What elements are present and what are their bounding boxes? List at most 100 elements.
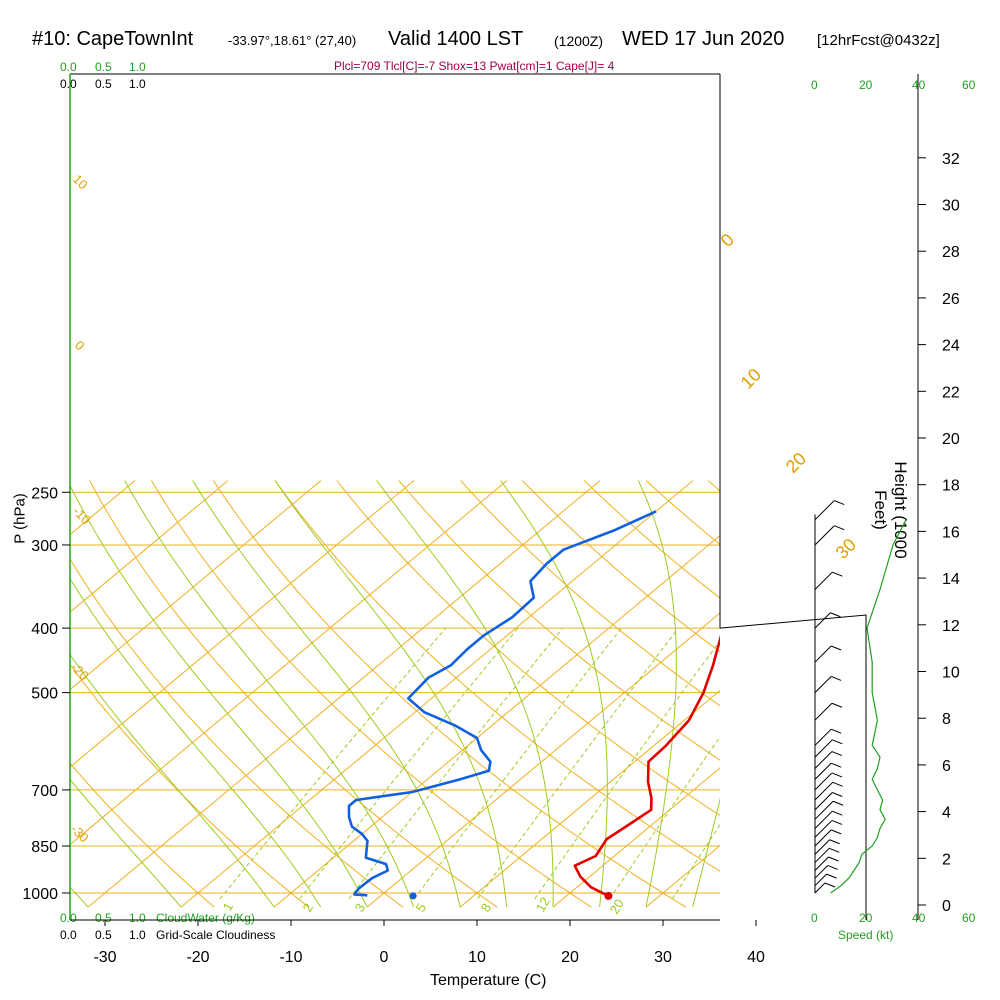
moist-adiabat-line (376, 480, 554, 908)
height-tick-label: 6 (942, 758, 951, 775)
mixing-ratio-line (348, 627, 563, 900)
mixing-ratio-line (477, 627, 679, 899)
top-speed-3: 60 (962, 78, 976, 92)
bottom-green-scale: 0.0 0.5 1.0 CloudWater (g/Kg) (60, 911, 320, 925)
isotherm-label: -30 (68, 822, 92, 846)
top-speed-0: 0 (811, 78, 818, 92)
dry-adiabat-line (770, 481, 1000, 908)
top-black-1: 0.5 (95, 77, 112, 91)
pressure-tick-label: 700 (31, 783, 58, 800)
zulu-time: (1200Z) (554, 33, 604, 49)
wind-barb-flag (829, 839, 840, 845)
wind-barb (814, 865, 829, 879)
isotherm-label: 30 (832, 535, 860, 563)
forecast-info: [12hrFcst@0432z] (817, 32, 940, 49)
pressure-tick-label: 850 (31, 839, 58, 856)
isotherm-line (273, 534, 720, 908)
mixing-ratio-line (413, 627, 622, 900)
top-speed-1: 20 (859, 78, 873, 92)
station-title: #10: CapeTownInt (32, 28, 194, 50)
height-tick-label: 14 (942, 571, 960, 588)
dry-adiabat-line (70, 558, 404, 908)
dry-adiabat-line (460, 480, 720, 707)
moist-adiabat-line (274, 480, 508, 908)
mixing-ratio-line (534, 640, 720, 899)
dewpoint-profile-line (347, 510, 657, 897)
wind-barb-flag (832, 792, 843, 797)
dry-adiabat-line (150, 480, 592, 908)
isotherm-line (366, 612, 720, 908)
indices-line: Plcl=709 Tlcl[C]=-7 Shox=13 Pwat[cm]=1 C… (334, 59, 615, 73)
domain-boundary-line (719, 614, 867, 920)
bottom-green-2: 1.0 (129, 911, 146, 925)
wind-barb (814, 751, 833, 769)
wind-barb-flag (830, 728, 842, 734)
pressure-tick-label: 250 (31, 485, 58, 502)
wind-barb (814, 820, 833, 838)
height-tick-label: 20 (942, 431, 960, 448)
height-tick-label: 32 (942, 151, 960, 168)
wind-barb (814, 762, 832, 780)
temp-tick-label: 30 (654, 949, 672, 966)
mixing-ratio-line (671, 823, 720, 899)
wind-barb-flag (828, 856, 839, 862)
wind-barb (814, 847, 830, 863)
wind-barb (814, 839, 830, 855)
wind-barb-flag (826, 873, 837, 879)
moist-adiabat-line (124, 480, 415, 908)
wind-speed-line (830, 519, 907, 894)
height-tick-label: 0 (942, 898, 951, 915)
surface-dewpoint-point (409, 892, 417, 900)
wind-barb (814, 829, 832, 847)
dry-adiabat-line (70, 663, 309, 908)
height-tick-label: 2 (942, 851, 951, 868)
height-tick-label: 8 (942, 711, 951, 728)
wind-barb-flag (832, 571, 843, 577)
mixing-ratio-label: 5 (413, 901, 430, 915)
wind-barb-flag (832, 739, 843, 745)
wind-barb (814, 702, 833, 721)
isotherm-line (70, 480, 229, 613)
moist-adiabat-line (70, 484, 368, 908)
wind-barb (814, 792, 833, 811)
mixing-ratio-label: 12 (533, 894, 553, 914)
wind-barb (814, 612, 831, 629)
temp-tick-label: -30 (93, 949, 116, 966)
isotherm-line (70, 480, 415, 768)
isotherm-line (70, 480, 136, 536)
wind-barb-flag (830, 829, 842, 835)
valid-date: WED 17 Jun 2020 (622, 28, 785, 50)
station-coords: -33.97°,18.61° (27,40) (228, 33, 357, 48)
top-black-scale: 0.0 0.5 1.0 (60, 77, 160, 91)
dry-adiabat-line (832, 481, 1000, 908)
dry-adiabat-line (89, 480, 498, 908)
mixing-ratio-label: 1 (220, 900, 237, 914)
wind-barb-flag (834, 500, 845, 506)
temp-tick-label: 10 (468, 949, 486, 966)
bottom-black-2: 1.0 (129, 928, 146, 942)
isotherm-line (832, 480, 1000, 907)
wind-barb-flag (831, 751, 843, 756)
wind-barb-flag (829, 847, 840, 853)
height-tick-label: 16 (942, 524, 960, 541)
wind-barb-flag (832, 781, 843, 787)
cloudiness-label: Grid-Scale Cloudiness (156, 928, 276, 942)
bottom-speed-3: 60 (962, 911, 976, 925)
top-green-1: 0.5 (95, 60, 112, 74)
isotherm-label: 20 (782, 449, 810, 477)
wind-barb-flag (827, 865, 838, 870)
wind-barb-flag (830, 762, 842, 768)
dry-adiabat-line (522, 480, 720, 653)
wind-barb (814, 882, 826, 894)
height-tick-label: 28 (942, 244, 960, 261)
top-green-2: 1.0 (129, 60, 146, 74)
dry-adiabat-line (955, 481, 1000, 908)
isotherm-line (70, 480, 508, 846)
temp-tick-label: -10 (279, 949, 302, 966)
moist-adiabat-line (692, 797, 720, 908)
wind-barb-flag (834, 525, 845, 531)
pressure-tick-label: 400 (31, 621, 58, 638)
mixing-ratio-label: 20 (607, 896, 627, 916)
bottom-speed-0: 0 (811, 911, 818, 925)
